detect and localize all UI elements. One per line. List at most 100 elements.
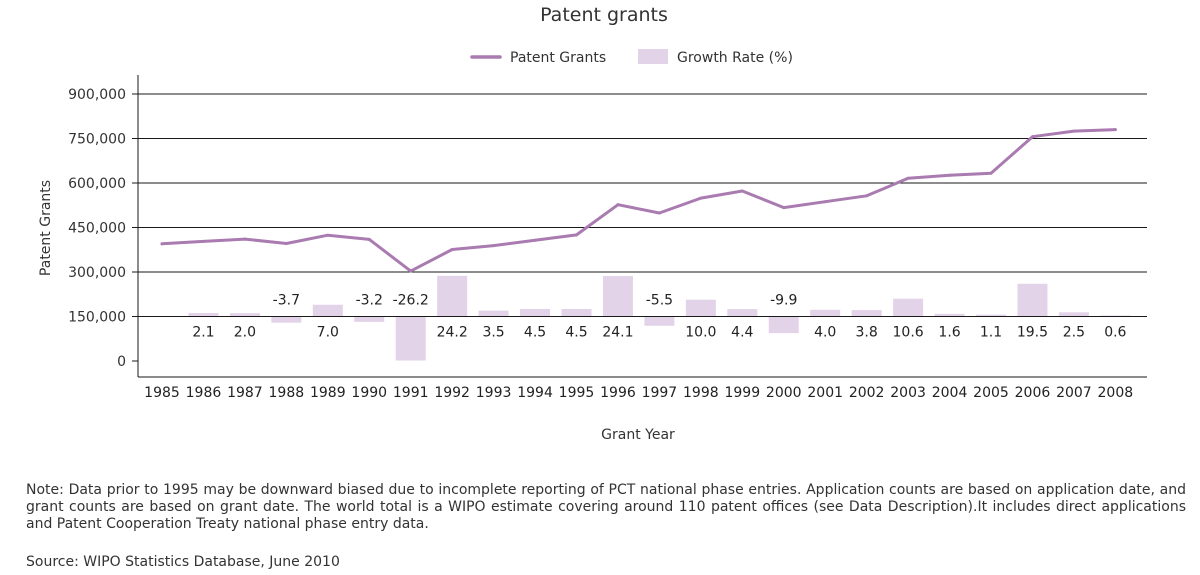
growth-bar [354, 316, 385, 322]
y-tick-label: 0 [117, 354, 126, 370]
y-tick-labels: 0 150,000 300,000 450,000 600,000 750,000 900,… [68, 87, 126, 370]
x-tick-label: 2005 [973, 385, 1009, 401]
y-tick-label: 900,000 [68, 87, 126, 103]
patent-grants-point [492, 244, 496, 248]
patent-grants-point [865, 194, 869, 198]
growth-label: 4.0 [814, 325, 836, 341]
growth-label: -9.9 [770, 293, 797, 309]
patent-grants-point [1072, 129, 1076, 133]
growth-bar [1017, 283, 1048, 317]
growth-bar [395, 316, 426, 361]
patent-grants-point [575, 233, 578, 237]
x-tick-label: 1985 [144, 385, 180, 401]
y-axis-label: Patent Grants [38, 180, 54, 276]
growth-label: 4.5 [565, 325, 587, 341]
x-axis-label: Grant Year [601, 427, 675, 443]
growth-label: 3.5 [482, 325, 504, 341]
patent-grants-point [160, 242, 164, 246]
x-tick-label: 2002 [849, 385, 885, 401]
patent-grants-point [989, 171, 993, 175]
growth-label: 7.0 [317, 325, 339, 341]
x-tick-label: 1991 [393, 385, 429, 401]
growth-bar [520, 308, 551, 317]
x-tick-label: 2004 [932, 385, 968, 401]
growth-label: 24.2 [437, 325, 468, 341]
x-tick-label: 1987 [227, 385, 263, 401]
x-tick-label: 2006 [1015, 385, 1051, 401]
source-note: Source: WIPO Statistics Database, June 2… [26, 554, 340, 570]
patent-grants-point [409, 269, 413, 273]
patent-grants-point [782, 206, 786, 210]
growth-rate-bars [188, 275, 1131, 361]
chart-title: Patent grants [540, 4, 668, 26]
axes [137, 75, 1147, 378]
x-tick-label: 2000 [766, 385, 802, 401]
growth-label: -3.2 [356, 293, 383, 309]
growth-label: 0.6 [1104, 325, 1126, 341]
legend: Patent Grants Growth Rate (%) [470, 49, 793, 66]
growth-bar [976, 314, 1006, 317]
x-tick-label: 1995 [559, 385, 595, 401]
growth-bar [768, 316, 799, 334]
y-tick-label: 750,000 [68, 132, 126, 148]
x-tick-label: 2007 [1056, 385, 1092, 401]
growth-bar [893, 298, 924, 317]
patent-grants-point [1113, 128, 1117, 132]
patent-grants-point [740, 189, 744, 193]
x-tick-labels: 1985 1986 1987 1988 1989 1990 1991 1992 1993 1994… [144, 385, 1133, 401]
growth-bar [312, 304, 343, 317]
growth-label: 1.6 [938, 325, 960, 341]
x-tick-label: 1989 [310, 385, 346, 401]
patent-grants-series-line [160, 128, 1117, 273]
growth-label: -26.2 [393, 293, 429, 309]
x-tick-label: 1990 [351, 385, 387, 401]
patent-grants-point [367, 237, 371, 241]
growth-bar [727, 309, 758, 317]
patent-grants-point [201, 239, 205, 243]
growth-bar [934, 313, 965, 317]
growth-label: 10.6 [893, 325, 924, 341]
growth-bar [851, 310, 882, 317]
x-tick-label: 1988 [269, 385, 305, 401]
legend-label-growth-rate: Growth Rate (%) [677, 50, 793, 66]
x-tick-label: 1994 [517, 385, 553, 401]
growth-rate-labels: 2.1 2.0-3.77.0-3.2 -26.224.2 3.5 4.5 4.5 24.1-… [192, 293, 1126, 341]
x-tick-label: 1996 [600, 385, 636, 401]
patent-grants-point [450, 247, 454, 251]
footnote: Note: Data prior to 1995 may be downward… [26, 482, 1186, 532]
patent-grants-point [243, 237, 247, 241]
growth-bar [644, 316, 675, 326]
growth-label: 1.1 [980, 325, 1002, 341]
growth-bar [271, 316, 302, 323]
growth-bar [188, 312, 219, 317]
growth-label: 3.8 [856, 325, 878, 341]
patent-grants-chart: Patent grants Patent Grants Growth Rate (… [38, 4, 1147, 443]
growth-bar [1058, 312, 1089, 317]
patent-grants-point [616, 203, 620, 207]
growth-bar [685, 299, 716, 317]
patent-grants-line [160, 128, 1117, 273]
growth-bar [602, 276, 633, 317]
x-tick-label: 1992 [434, 385, 470, 401]
growth-bar [810, 309, 841, 317]
patent-grants-point [657, 211, 661, 215]
x-tick-label: 1998 [683, 385, 719, 401]
growth-label: -5.5 [646, 293, 673, 309]
growth-bar [1100, 315, 1131, 317]
growth-label: -3.7 [273, 293, 300, 309]
legend-label-patent-grants: Patent Grants [510, 50, 606, 66]
patent-grants-point [906, 176, 910, 180]
patent-grants-point [284, 242, 288, 246]
growth-label: 2.5 [1063, 325, 1085, 341]
patent-grants-point [1030, 135, 1034, 139]
patent-grants-point [533, 238, 537, 242]
growth-label: 10.0 [685, 325, 716, 341]
patent-grants-point [326, 233, 330, 237]
growth-label: 2.1 [192, 325, 214, 341]
x-tick-label: 1986 [186, 385, 222, 401]
y-tick-label: 300,000 [68, 265, 126, 281]
patent-grants-point [823, 200, 827, 204]
growth-bar [478, 310, 509, 317]
x-tick-label: 2003 [890, 385, 926, 401]
patent-grants-point [948, 173, 952, 177]
